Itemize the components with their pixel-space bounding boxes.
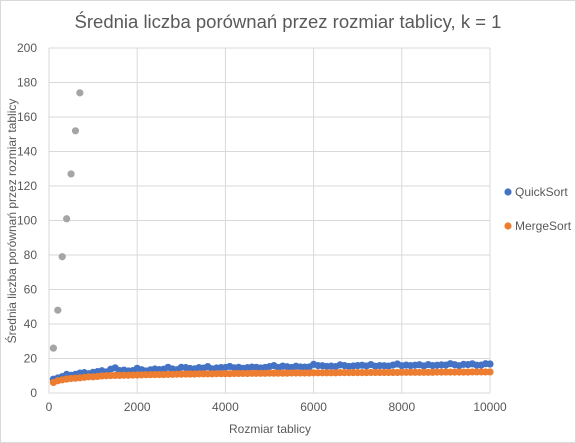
y-tick-label: 200 — [17, 41, 37, 55]
y-tick-label: 120 — [17, 179, 37, 193]
y-tick-label: 140 — [17, 145, 37, 159]
point-unnamed — [49, 344, 58, 352]
x-tick-label: 8000 — [388, 400, 415, 414]
x-tick-label: 0 — [46, 400, 53, 414]
y-tick-label: 60 — [24, 283, 38, 297]
chart-title: Średnia liczba porównań przez rozmiar ta… — [75, 11, 502, 32]
y-tick-label: 40 — [24, 317, 38, 331]
gridlines — [48, 47, 491, 394]
y-tick-label: 20 — [24, 352, 38, 366]
x-tick-label: 2000 — [124, 400, 151, 414]
x-tick-label: 4000 — [212, 400, 239, 414]
legend-label-mergesort: MergeSort — [515, 219, 572, 233]
legend: QuickSort MergeSort — [504, 185, 572, 233]
point-unnamed — [71, 127, 80, 135]
data-points — [49, 89, 494, 387]
point-unnamed — [67, 170, 75, 178]
x-tick-label: 6000 — [300, 400, 327, 414]
legend-marker-mergesort — [504, 222, 512, 230]
point-unnamed — [63, 215, 71, 223]
y-axis-ticks: 0 20 40 60 80 100 120 140 160 180 200 — [17, 41, 37, 400]
point-unnamed — [54, 306, 62, 314]
y-tick-label: 160 — [17, 110, 37, 124]
x-axis-ticks: 0 2000 4000 6000 8000 10000 — [46, 400, 507, 414]
point-unnamed — [58, 253, 66, 261]
legend-item-mergesort: MergeSort — [504, 219, 572, 233]
x-axis-label: Rozmiar tablicy — [229, 422, 311, 436]
y-tick-label: 0 — [30, 386, 37, 400]
legend-label-quicksort: QuickSort — [515, 185, 568, 199]
y-tick-label: 100 — [17, 214, 37, 228]
y-tick-label: 180 — [17, 76, 37, 90]
point-quicksort — [486, 360, 494, 368]
x-tick-label: 10000 — [473, 400, 507, 414]
point-mergesort — [486, 368, 494, 376]
y-tick-label: 80 — [24, 248, 38, 262]
legend-item-quicksort: QuickSort — [504, 185, 568, 199]
legend-marker-quicksort — [504, 188, 512, 196]
point-unnamed — [76, 89, 84, 97]
y-axis-label: Średnia liczba porównań przez rozmiar ta… — [4, 99, 19, 344]
